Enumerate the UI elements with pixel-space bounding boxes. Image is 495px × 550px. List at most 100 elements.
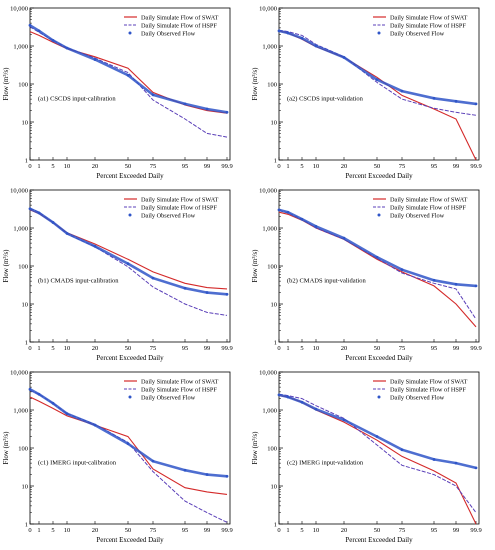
- x-tick-label: 1: [37, 345, 40, 352]
- legend-label-hspf: Daily Simulate Flow of HSPF: [141, 22, 217, 29]
- panel-annotation: (b2) CMADS input-validation: [287, 278, 366, 285]
- series-line-hspf: [278, 393, 477, 513]
- data-point-observed: [474, 102, 478, 106]
- x-tick-label: 5: [51, 163, 54, 170]
- data-point-observed: [300, 217, 304, 221]
- series-line-observed: [29, 388, 228, 478]
- x-tick-label: 99.9: [470, 527, 481, 534]
- legend-label-swat: Daily Simulate Flow of SWAT: [141, 378, 218, 385]
- x-tick-label: 10: [313, 527, 320, 534]
- legend-label-hspf: Daily Simulate Flow of HSPF: [390, 386, 466, 393]
- data-point-observed: [225, 110, 229, 114]
- data-point-observed: [126, 73, 130, 77]
- x-tick-label: 50: [125, 163, 132, 170]
- x-tick-label: 1: [286, 527, 289, 534]
- plot-frame: [278, 371, 480, 525]
- y-tick-label: 100: [267, 264, 277, 271]
- series-line-observed: [278, 393, 477, 470]
- y-tick-label: 10: [271, 484, 278, 491]
- x-tick-label: 75: [150, 163, 157, 170]
- legend-label-observed: Daily Observed Flow: [141, 212, 196, 219]
- panel-annotation: (a2) CSCDS input-validation: [287, 96, 364, 103]
- x-tick-label: 75: [399, 345, 406, 352]
- data-point-observed: [400, 89, 404, 93]
- y-tick-label: 10: [271, 120, 278, 127]
- data-point-observed: [454, 461, 458, 465]
- legend-label-observed: Daily Observed Flow: [141, 30, 196, 37]
- panel-annotation: (c2) IMERG input-validation: [287, 460, 364, 467]
- x-tick-label: 10: [313, 163, 320, 170]
- legend-label-observed: Daily Observed Flow: [390, 30, 445, 37]
- legend-marker-observed: [128, 213, 132, 217]
- x-tick-label: 75: [399, 527, 406, 534]
- data-point-observed: [400, 448, 404, 452]
- x-tick-label: 5: [300, 163, 303, 170]
- legend-marker-observed: [128, 31, 132, 35]
- x-tick-label: 95: [182, 527, 189, 534]
- legend-label-swat: Daily Simulate Flow of SWAT: [141, 14, 218, 21]
- y-tick-label: 100: [18, 82, 28, 89]
- series-line-observed: [278, 29, 477, 106]
- y-tick-label: 10,000: [10, 6, 28, 13]
- chart-panel-a1: 1 10 100 1,000 10,000 0 1 5 10 20 50 75 95 99 99.9 Perc…: [2, 6, 233, 181]
- data-point-observed: [277, 393, 281, 397]
- legend-label-observed: Daily Observed Flow: [390, 394, 445, 401]
- plot-frame: [29, 371, 231, 525]
- data-point-observed: [375, 255, 379, 259]
- data-point-observed: [183, 102, 187, 106]
- y-tick-label: 10: [22, 484, 29, 491]
- x-tick-label: 20: [341, 527, 348, 534]
- y-axis-label: Flow (m³/s): [2, 431, 10, 465]
- data-point-observed: [183, 286, 187, 290]
- series-line-swat: [29, 396, 228, 495]
- data-point-observed: [300, 36, 304, 40]
- x-axis-label: Percent Exceeded Daily: [96, 172, 164, 180]
- y-tick-label: 1: [25, 340, 28, 347]
- y-tick-label: 10,000: [10, 370, 28, 377]
- data-point-observed: [314, 225, 318, 228]
- data-point-observed: [51, 221, 55, 224]
- x-tick-label: 99.9: [470, 163, 481, 170]
- y-axis-label: Flow (m³/s): [251, 67, 259, 101]
- y-tick-label: 1: [25, 158, 28, 165]
- x-tick-label: 75: [150, 527, 157, 534]
- x-tick-label: 0: [277, 527, 280, 534]
- data-point-observed: [375, 78, 379, 82]
- data-point-observed: [151, 93, 155, 97]
- data-point-observed: [65, 232, 69, 235]
- y-tick-label: 10,000: [259, 6, 277, 13]
- legend-label-hspf: Daily Simulate Flow of HSPF: [390, 204, 466, 211]
- x-tick-label: 10: [64, 527, 71, 534]
- y-tick-label: 1,000: [13, 226, 28, 233]
- legend-marker-observed: [377, 31, 381, 35]
- data-point-observed: [474, 284, 478, 288]
- data-point-observed: [93, 58, 97, 61]
- series-line-hspf: [29, 207, 228, 316]
- data-point-observed: [183, 468, 187, 472]
- x-axis-label: Percent Exceeded Daily: [345, 172, 413, 180]
- x-tick-label: 1: [286, 345, 289, 352]
- legend-label-swat: Daily Simulate Flow of SWAT: [390, 378, 467, 385]
- x-tick-label: 99.9: [470, 345, 481, 352]
- legend-label-observed: Daily Observed Flow: [141, 394, 196, 401]
- x-tick-label: 99.9: [221, 345, 232, 352]
- x-tick-label: 1: [286, 163, 289, 170]
- x-tick-label: 99: [204, 527, 211, 534]
- x-tick-label: 5: [300, 345, 303, 352]
- legend-label-hspf: Daily Simulate Flow of HSPF: [390, 22, 466, 29]
- x-tick-label: 99.9: [221, 163, 232, 170]
- x-tick-label: 95: [182, 163, 189, 170]
- y-axis-label: Flow (m³/s): [2, 249, 10, 283]
- x-tick-label: 50: [125, 527, 132, 534]
- legend-label-hspf: Daily Simulate Flow of HSPF: [141, 386, 217, 393]
- y-tick-label: 100: [18, 264, 28, 271]
- x-axis-label: Percent Exceeded Daily: [345, 354, 413, 362]
- x-tick-label: 99: [204, 163, 211, 170]
- legend-label-swat: Daily Simulate Flow of SWAT: [141, 196, 218, 203]
- y-axis-label: Flow (m³/s): [251, 431, 259, 465]
- x-tick-label: 20: [92, 163, 99, 170]
- x-tick-label: 20: [92, 345, 99, 352]
- data-point-observed: [37, 29, 41, 33]
- y-axis-label: Flow (m³/s): [251, 249, 259, 283]
